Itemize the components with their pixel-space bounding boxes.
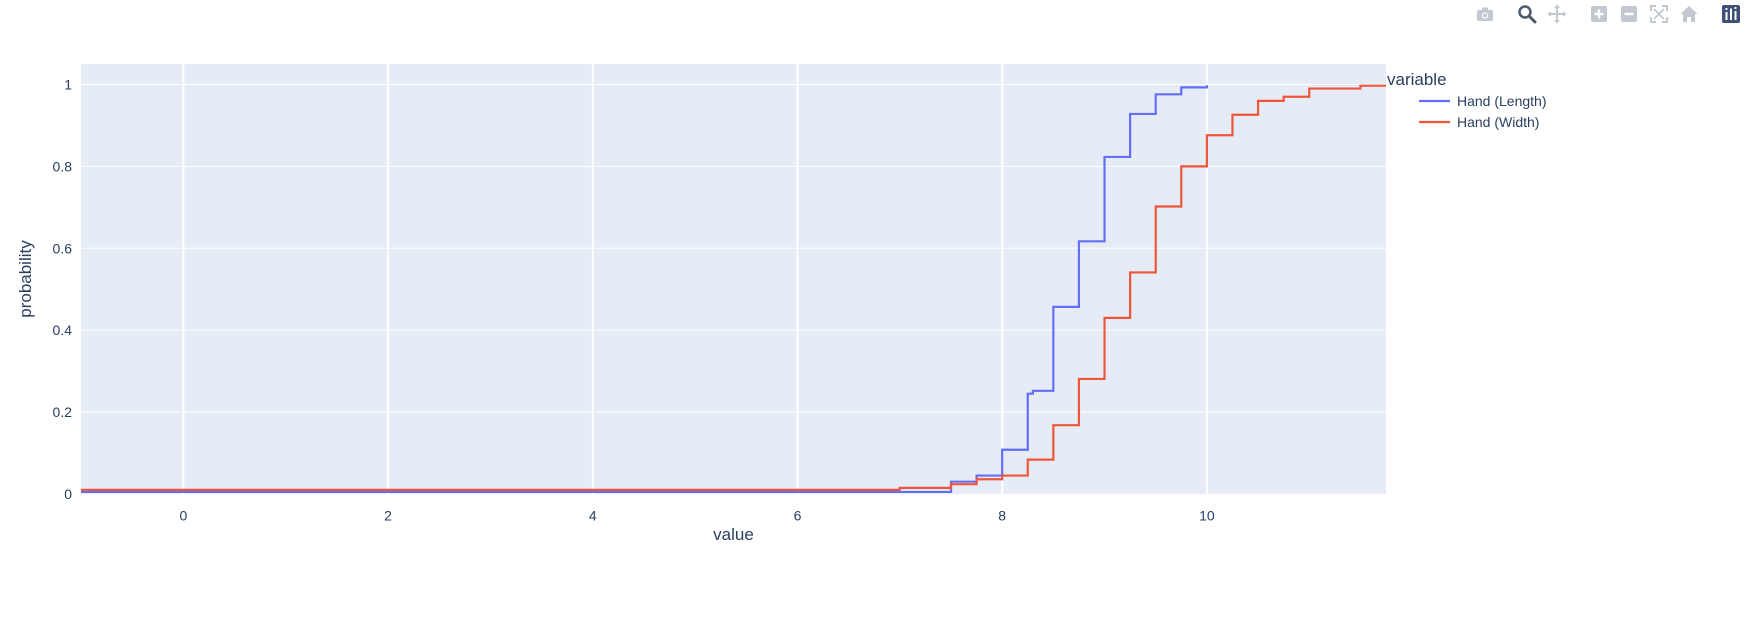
grid-lines: [81, 64, 1386, 494]
pan-icon: [1547, 4, 1567, 24]
plot-background: [81, 64, 1386, 494]
x-tick-label: 2: [384, 507, 392, 523]
legend-items: Hand (Length) Hand (Width): [1419, 93, 1547, 130]
zoom-in-button[interactable]: [1587, 2, 1611, 26]
zoom-out-icon: [1621, 6, 1637, 22]
x-tick-label: 8: [998, 507, 1006, 523]
y-tick-label: 0.6: [53, 240, 73, 256]
pan-button[interactable]: [1545, 2, 1569, 26]
x-axis-title: value: [713, 525, 754, 544]
y-tick-label: 0.8: [53, 158, 73, 174]
series-layer: [81, 84, 1386, 494]
series-line-1: [81, 85, 1208, 494]
y-tick-label: 0.2: [53, 404, 73, 420]
x-tick-label: 4: [589, 507, 597, 523]
home-icon: [1680, 6, 1698, 22]
legend: variable Hand (Length) Hand (Width): [1387, 70, 1547, 130]
modebar: [1473, 2, 1743, 26]
y-tick-label: 0.4: [53, 322, 73, 338]
legend-title: variable: [1387, 70, 1447, 89]
plotly-logo-button[interactable]: [1719, 2, 1743, 26]
legend-item[interactable]: Hand (Length): [1419, 93, 1547, 109]
zoom-in-icon: [1591, 6, 1607, 22]
autoscale-button[interactable]: [1647, 2, 1671, 26]
autoscale-icon: [1650, 5, 1668, 23]
zoom-icon: [1518, 5, 1537, 24]
legend-label: Hand (Width): [1457, 114, 1539, 130]
legend-label: Hand (Length): [1457, 93, 1547, 109]
x-tick-label: 0: [179, 507, 187, 523]
x-tick-label: 10: [1199, 507, 1215, 523]
reset-axes-button[interactable]: [1677, 2, 1701, 26]
x-tick-labels: 0 2 4 6 8 10: [179, 507, 1214, 523]
camera-button[interactable]: [1473, 2, 1497, 26]
camera-icon: [1477, 7, 1493, 21]
y-tick-labels: 0 0.2 0.4 0.6 0.8 1: [53, 76, 73, 502]
zoom-out-button[interactable]: [1617, 2, 1641, 26]
x-tick-label: 6: [794, 507, 802, 523]
zoom-button[interactable]: [1515, 2, 1539, 26]
series-line-2: [81, 84, 1386, 491]
y-axis-title: probability: [16, 240, 35, 318]
plotly-logo-icon: [1722, 5, 1740, 23]
y-tick-label: 0: [64, 486, 72, 502]
legend-item[interactable]: Hand (Width): [1419, 114, 1539, 130]
y-tick-label: 1: [64, 76, 72, 92]
